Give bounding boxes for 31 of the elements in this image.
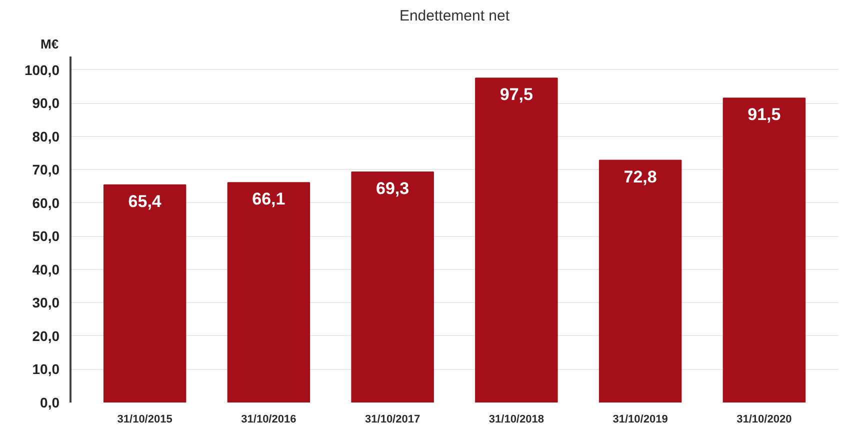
bar <box>227 182 310 402</box>
x-tick-label: 31/10/2016 <box>241 414 296 426</box>
y-tick-label: 60,0 <box>32 194 60 211</box>
x-tick-label: 31/10/2017 <box>365 414 420 426</box>
y-tick-label: 0,0 <box>40 394 60 410</box>
bar <box>103 184 186 402</box>
y-tick-label: 40,0 <box>32 261 60 278</box>
bar <box>722 98 806 402</box>
y-tick-label: 100,0 <box>24 62 60 78</box>
y-tick-label: 70,0 <box>32 162 60 178</box>
x-tick-label: 31/10/2018 <box>488 414 544 426</box>
data-label: 97,5 <box>500 85 533 104</box>
y-tick-label: 50,0 <box>32 228 60 244</box>
bar <box>598 160 682 402</box>
data-label: 91,5 <box>748 105 781 124</box>
y-tick-label: 80,0 <box>32 128 60 144</box>
y-tick-label: 30,0 <box>32 294 60 311</box>
y-tick-label: 90,0 <box>32 95 60 112</box>
data-label: 69,3 <box>376 178 410 198</box>
data-label: 72,8 <box>624 167 657 186</box>
x-tick-label: 31/10/2019 <box>612 414 668 426</box>
bar <box>351 171 434 402</box>
data-label: 65,4 <box>128 192 162 211</box>
bar <box>475 78 558 402</box>
chart-title: Endettement net <box>399 8 510 24</box>
x-tick-label: 31/10/2015 <box>117 414 172 426</box>
x-tick-label: 31/10/2020 <box>736 414 792 426</box>
y-axis-title: M€ <box>40 36 59 52</box>
y-tick-label: 10,0 <box>32 361 60 378</box>
y-tick-label: 20,0 <box>32 328 60 344</box>
data-label: 66,1 <box>252 190 286 209</box>
